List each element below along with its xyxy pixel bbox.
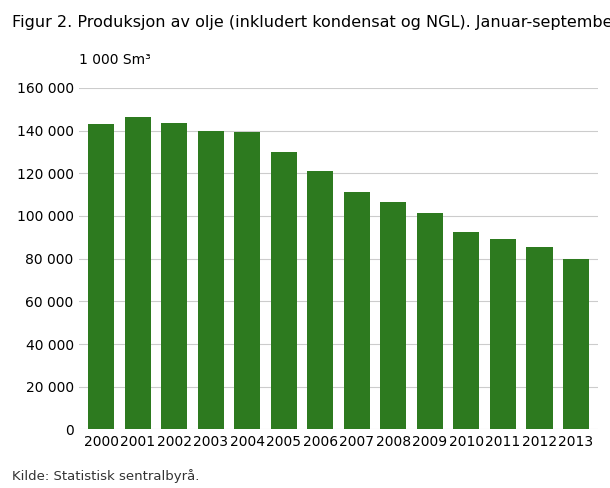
Bar xyxy=(563,259,589,429)
Bar xyxy=(307,171,334,429)
Bar xyxy=(234,132,260,429)
Bar xyxy=(343,192,370,429)
Bar xyxy=(526,247,553,429)
Bar xyxy=(124,117,151,429)
Bar xyxy=(490,240,516,429)
Bar xyxy=(198,130,224,429)
Bar xyxy=(453,232,479,429)
Bar xyxy=(417,213,443,429)
Bar xyxy=(380,202,406,429)
Text: 1 000 Sm³: 1 000 Sm³ xyxy=(79,53,151,67)
Bar xyxy=(271,152,297,429)
Bar xyxy=(161,123,187,429)
Text: Kilde: Statistisk sentralbyrå.: Kilde: Statistisk sentralbyrå. xyxy=(12,469,199,483)
Text: Figur 2. Produksjon av olje (inkludert kondensat og NGL). Januar-september: Figur 2. Produksjon av olje (inkludert k… xyxy=(12,15,610,30)
Bar xyxy=(88,124,114,429)
